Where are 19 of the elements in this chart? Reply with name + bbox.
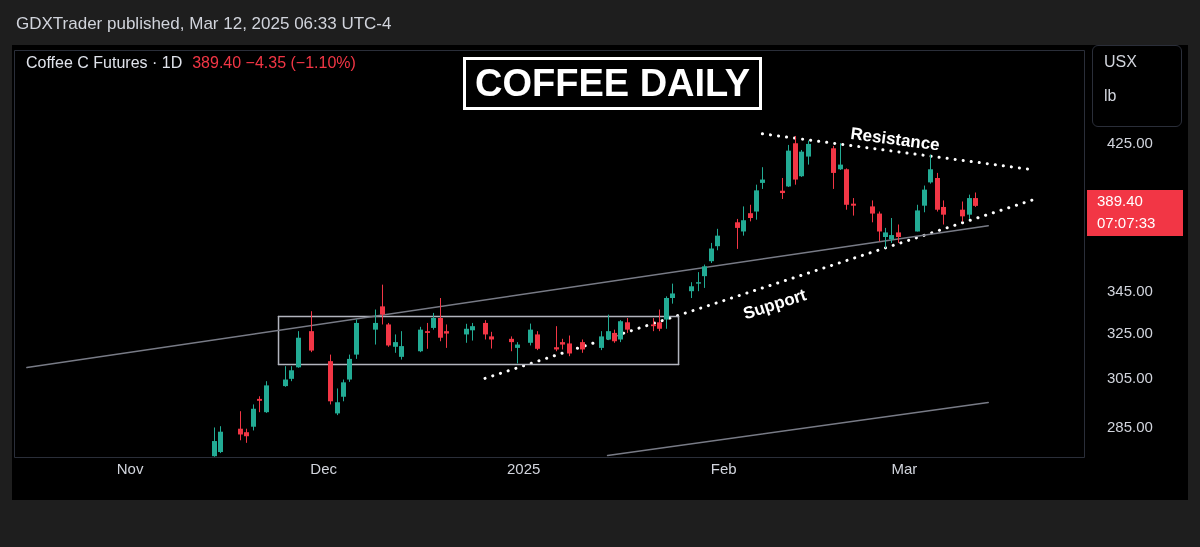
y-tick-label: 425.00 — [1107, 133, 1153, 151]
x-tick-label: Dec — [310, 460, 338, 478]
annotation: 389.40 −4.35 (−1.10%) — [192, 54, 356, 71]
y-tick-label: 285.00 — [1107, 417, 1153, 435]
text: 389.40 — [1097, 192, 1143, 210]
y-tick-label: 305.00 — [1107, 369, 1153, 387]
chart-title: COFFEE DAILY — [463, 57, 763, 110]
text: lb — [1104, 87, 1117, 105]
y-tick-label: 325.00 — [1107, 324, 1153, 342]
x-tick-label: 2025 — [507, 460, 541, 478]
x-tick-label: Feb — [710, 460, 737, 478]
text: GDXTrader published, Mar 12, 2025 06:33 UTC-4 — [16, 14, 392, 34]
y-tick-label: 345.00 — [1107, 281, 1153, 299]
chart-subtitle: Coffee C Futures · 1D — [26, 54, 183, 71]
x-tick-label: Nov — [116, 460, 144, 478]
text: 07:07:33 — [1097, 214, 1156, 232]
text: USX — [1104, 53, 1137, 71]
annotation: Resistance — [849, 124, 941, 155]
x-tick-label: Mar — [891, 460, 918, 478]
